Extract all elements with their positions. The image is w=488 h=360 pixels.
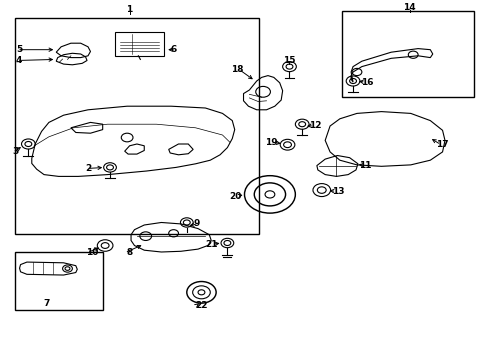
Text: 7: 7 (43, 299, 50, 307)
Text: 12: 12 (308, 121, 321, 130)
Text: 10: 10 (85, 248, 98, 257)
Bar (115, 32, 163, 56)
Text: 1: 1 (126, 4, 132, 13)
Text: 4: 4 (16, 56, 22, 65)
Text: 14: 14 (403, 3, 415, 12)
Text: 9: 9 (193, 219, 199, 228)
Text: 18: 18 (230, 65, 243, 74)
Bar (15, 252, 102, 310)
Bar (342, 11, 473, 97)
Text: 8: 8 (126, 248, 132, 257)
Text: 13: 13 (331, 187, 344, 196)
Text: 2: 2 (85, 164, 92, 173)
Text: 11: 11 (359, 161, 371, 170)
Text: 15: 15 (283, 56, 295, 65)
Text: 22: 22 (195, 301, 207, 310)
Bar (15, 18, 259, 234)
Text: 6: 6 (170, 45, 176, 54)
Text: 21: 21 (204, 240, 217, 248)
Text: 19: 19 (264, 138, 277, 147)
Text: 5: 5 (16, 45, 22, 54)
Text: 3: 3 (12, 148, 19, 156)
Text: 16: 16 (360, 77, 373, 86)
Text: 17: 17 (435, 140, 448, 149)
Text: 20: 20 (229, 192, 242, 201)
